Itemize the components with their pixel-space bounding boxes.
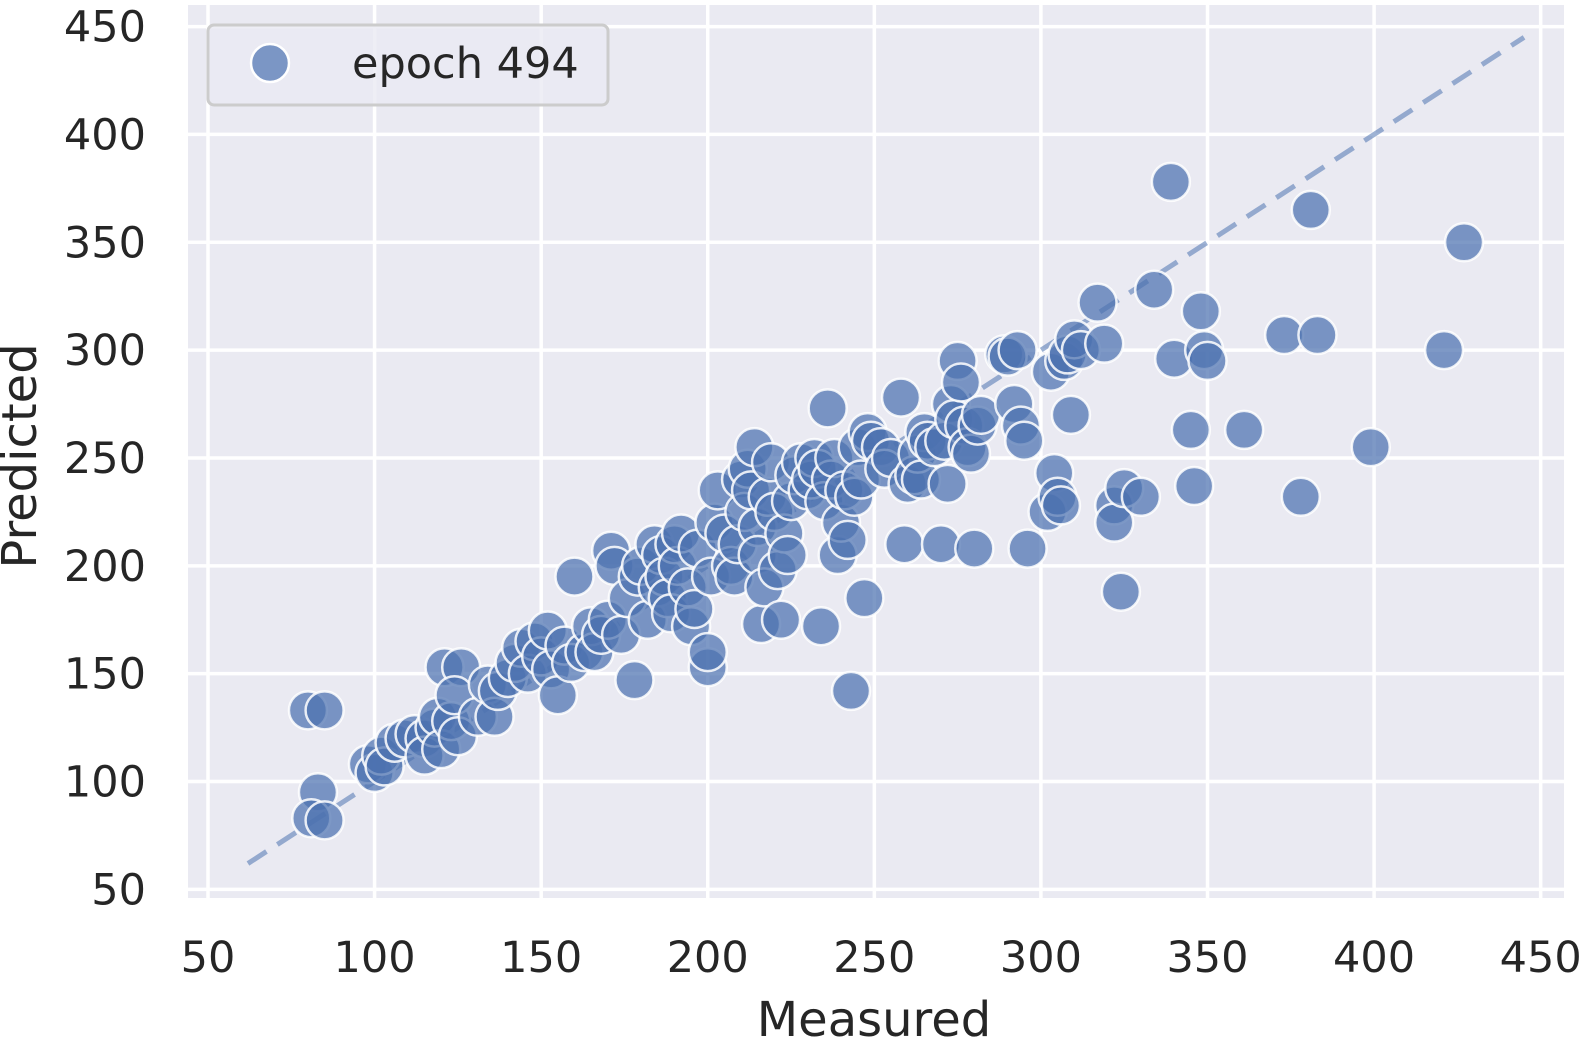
data-point	[827, 519, 868, 561]
data-point	[1004, 420, 1045, 461]
data-point	[1150, 161, 1192, 203]
data-point	[1280, 476, 1322, 518]
x-tick-label: 200	[667, 933, 749, 983]
data-point	[1180, 291, 1222, 332]
data-point	[1170, 409, 1212, 451]
y-tick-label: 350	[64, 218, 146, 268]
data-point	[674, 588, 715, 630]
data-point	[807, 388, 848, 429]
y-tick-label: 450	[64, 3, 146, 53]
data-point	[1443, 222, 1485, 263]
x-tick-label: 250	[833, 933, 915, 983]
data-point	[1050, 394, 1092, 436]
legend-marker	[249, 42, 291, 84]
x-tick-label: 50	[181, 933, 236, 983]
y-tick-label: 400	[64, 110, 146, 160]
data-point	[767, 534, 808, 576]
x-axis-title: Measured	[757, 992, 991, 1048]
legend: epoch 494	[206, 23, 610, 107]
data-point	[1100, 571, 1142, 612]
legend-box	[206, 23, 610, 107]
y-tick-label: 300	[64, 326, 146, 376]
data-point	[927, 463, 968, 505]
data-point	[1133, 269, 1175, 310]
data-point	[687, 631, 728, 673]
y-tick-label: 250	[64, 434, 146, 484]
y-tick-label: 50	[91, 865, 146, 915]
data-point	[554, 556, 595, 597]
data-point	[304, 800, 345, 841]
data-point	[1173, 465, 1215, 507]
data-point	[1187, 340, 1228, 382]
data-point	[800, 605, 842, 647]
x-tick-label: 300	[1000, 933, 1082, 983]
data-point	[304, 690, 345, 731]
data-point	[1350, 426, 1392, 468]
data-point	[880, 377, 922, 418]
data-point	[1223, 409, 1265, 451]
data-point	[760, 599, 802, 640]
x-tick-label: 350	[1166, 933, 1248, 983]
y-tick-label: 150	[64, 650, 146, 700]
y-tick-label: 100	[64, 758, 146, 808]
data-point	[920, 524, 962, 565]
x-tick-label: 100	[334, 933, 416, 983]
data-point	[1083, 323, 1125, 364]
data-point	[830, 670, 872, 712]
y-tick-labels: 50 100 150 200 250 300 350 400 450	[64, 3, 146, 916]
data-point	[1290, 189, 1332, 231]
data-point	[997, 329, 1038, 371]
data-point	[1040, 485, 1082, 526]
x-tick-labels: 50 100 150 200 250 300 350 400 450	[181, 933, 1582, 983]
y-axis-title: Predicted	[0, 343, 48, 568]
data-point	[844, 577, 885, 619]
data-point	[1120, 476, 1162, 518]
data-point	[884, 524, 925, 565]
data-point	[1007, 528, 1048, 569]
data-point	[954, 528, 995, 569]
legend-label: epoch 494	[352, 39, 579, 89]
x-tick-label: 400	[1333, 933, 1415, 983]
x-tick-label: 450	[1500, 933, 1582, 983]
y-tick-label: 200	[64, 542, 146, 592]
data-point	[1423, 329, 1465, 371]
data-point	[1297, 314, 1338, 356]
data-point	[940, 362, 982, 403]
x-tick-label: 150	[500, 933, 582, 983]
data-point	[1077, 282, 1118, 323]
data-point	[614, 659, 655, 701]
data-points	[287, 161, 1485, 841]
